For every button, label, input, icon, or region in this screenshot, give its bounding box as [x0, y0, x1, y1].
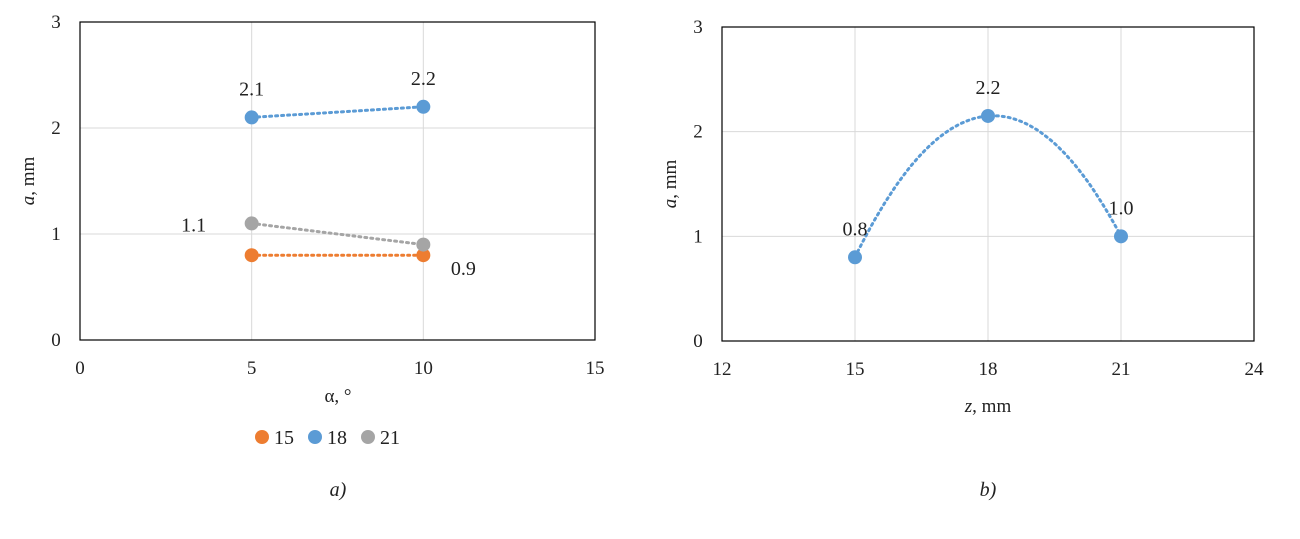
x-axis-label-b: z, mm — [964, 396, 1012, 417]
y-tick-label: 1 — [51, 224, 61, 245]
data-labels-a: 2.1 2.2 1.1 0.9 — [181, 68, 476, 280]
series-18-line — [250, 105, 425, 119]
plot-frame — [79, 21, 596, 341]
x-axis-label-var-b: z — [964, 396, 973, 417]
legend-a: 15 18 21 — [255, 427, 400, 449]
grid-a — [79, 21, 596, 341]
series-lines-a — [250, 105, 425, 257]
y-tick-label: 0 — [693, 331, 703, 352]
data-labels-b: 0.8 2.2 1.0 — [843, 77, 1134, 240]
series-21-point — [244, 216, 259, 231]
legend-marker-18 — [308, 430, 322, 444]
legend-label-21: 21 — [380, 427, 400, 449]
trendline-b — [853, 114, 1123, 259]
x-tick-label: 10 — [414, 358, 433, 379]
data-label: 2.2 — [411, 68, 436, 90]
x-tick-label: 18 — [979, 359, 998, 380]
panel-caption-a: a) — [330, 479, 347, 501]
series-21-line — [250, 221, 425, 247]
x-tick-label: 15 — [846, 359, 865, 380]
x-tick-label: 12 — [713, 359, 732, 380]
tick-labels-a: 0 5 10 15 0 1 2 3 — [51, 12, 604, 379]
series-18-point — [244, 110, 259, 125]
y-axis-label-b: a, mm — [660, 160, 681, 209]
trendline — [853, 114, 1123, 259]
panel-caption-b: b) — [980, 479, 997, 501]
chart-panel-a: 0 5 10 15 0 1 2 3 2.1 2.2 1.1 0.9 α, ° a, mm 15 18 2… — [18, 12, 605, 501]
x-tick-label: 5 — [247, 358, 257, 379]
legend-label-15: 15 — [274, 427, 294, 449]
y-axis-label-var-b: a — [660, 199, 681, 209]
x-axis-label-unit-b: , mm — [972, 396, 1011, 417]
y-axis-label-unit-a: , mm — [18, 157, 39, 196]
x-tick-label: 24 — [1245, 359, 1265, 380]
data-label: 2.2 — [976, 77, 1001, 99]
series-point — [1114, 229, 1128, 244]
series-point — [981, 108, 995, 123]
y-tick-label: 2 — [51, 118, 61, 139]
legend-marker-15 — [255, 430, 269, 444]
y-axis-label-var-a: a — [18, 196, 39, 206]
data-label: 0.9 — [451, 258, 476, 280]
series-point — [848, 250, 862, 265]
data-points-a — [244, 99, 431, 263]
y-axis-label-unit-b: , mm — [660, 160, 681, 199]
data-label: 0.8 — [843, 218, 868, 240]
y-tick-label: 2 — [693, 122, 703, 143]
y-tick-label: 3 — [51, 12, 61, 33]
y-axis-label-a: a, mm — [18, 157, 39, 206]
grid-b — [721, 26, 1255, 342]
series-15-point — [416, 248, 431, 263]
x-tick-label: 15 — [586, 358, 605, 379]
data-points-b — [848, 108, 1128, 265]
data-label: 1.0 — [1109, 197, 1134, 219]
legend-marker-21 — [361, 430, 375, 444]
x-tick-label: 0 — [75, 358, 85, 379]
y-tick-label: 0 — [51, 330, 61, 351]
data-label: 2.1 — [239, 78, 264, 100]
x-tick-label: 21 — [1112, 359, 1131, 380]
plot-frame — [721, 26, 1255, 342]
series-15-point — [244, 248, 259, 263]
data-label: 1.1 — [181, 214, 206, 236]
series-21-point — [416, 237, 431, 252]
y-tick-label: 1 — [693, 226, 703, 247]
x-axis-label-a: α, ° — [324, 386, 351, 407]
y-tick-label: 3 — [693, 17, 703, 38]
legend-label-18: 18 — [327, 427, 347, 449]
series-18-point — [416, 99, 431, 114]
